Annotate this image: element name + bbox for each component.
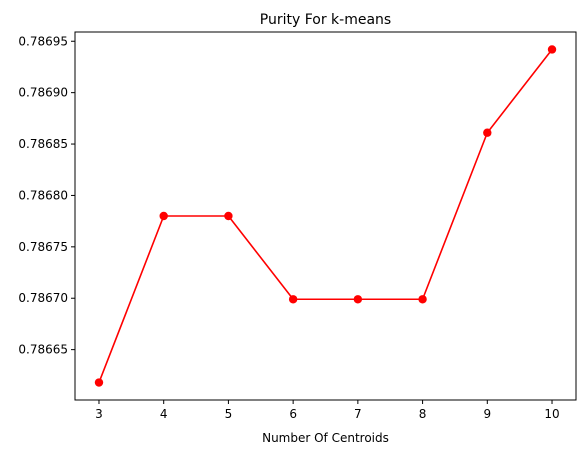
data-point xyxy=(224,212,232,220)
data-point xyxy=(289,295,297,303)
chart-title: Purity For k-means xyxy=(260,12,391,28)
x-tick-label: 9 xyxy=(483,407,491,421)
data-point xyxy=(483,129,491,137)
x-tick-label: 8 xyxy=(419,407,427,421)
y-tick-label: 0.78665 xyxy=(18,343,68,357)
x-tick-label: 10 xyxy=(544,407,559,421)
y-tick-label: 0.78695 xyxy=(18,34,68,48)
data-point xyxy=(548,45,556,53)
x-tick-label: 6 xyxy=(289,407,297,421)
x-tick-label: 4 xyxy=(160,407,168,421)
data-point xyxy=(354,295,362,303)
x-tick-label: 7 xyxy=(354,407,362,421)
y-tick-label: 0.78690 xyxy=(18,86,68,100)
data-point xyxy=(418,295,426,303)
y-tick-label: 0.78675 xyxy=(18,240,68,254)
data-point xyxy=(159,212,167,220)
y-tick-label: 0.78680 xyxy=(18,188,68,202)
x-tick-label: 3 xyxy=(95,407,103,421)
x-tick-label: 5 xyxy=(225,407,233,421)
x-axis-label: Number Of Centroids xyxy=(262,431,389,445)
y-tick-label: 0.78685 xyxy=(18,137,68,151)
y-tick-label: 0.78670 xyxy=(18,291,68,305)
data-point xyxy=(95,378,103,386)
